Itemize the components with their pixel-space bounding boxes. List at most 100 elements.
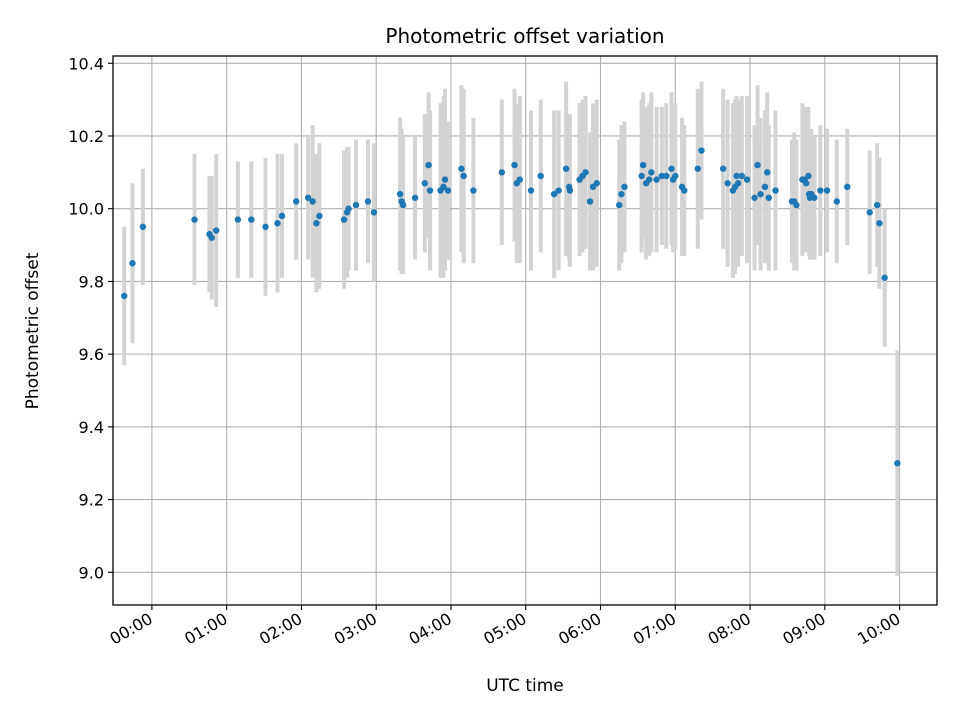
data-point (527, 187, 535, 194)
y-tick-label: 10.0 (68, 200, 104, 219)
data-point (555, 187, 562, 194)
x-axis-label: UTC time (486, 676, 564, 696)
plot-frame (112, 55, 938, 606)
data-point (811, 194, 818, 201)
data-point (694, 165, 701, 172)
data-point (754, 161, 761, 169)
data-point (191, 216, 198, 223)
data-point (370, 209, 378, 216)
data-point (618, 190, 625, 198)
data-point (292, 198, 300, 205)
data-point (458, 165, 465, 172)
data-point (894, 460, 901, 467)
data-point (262, 223, 269, 231)
data-point (470, 187, 477, 194)
data-point (582, 169, 589, 176)
data-point (498, 169, 506, 176)
data-point (304, 194, 312, 201)
data-point (593, 180, 600, 187)
data-point (309, 198, 316, 205)
data-point (234, 216, 242, 223)
chart-title: Photometric offset variation (385, 24, 664, 48)
data-point (516, 176, 523, 183)
data-point (734, 180, 742, 187)
data-point (212, 227, 220, 234)
data-point (802, 180, 810, 187)
data-point (698, 147, 705, 154)
data-point (724, 180, 731, 187)
y-axis-label: Photometric offset (23, 252, 43, 409)
data-point (345, 205, 352, 212)
data-point (645, 176, 653, 183)
data-point (129, 260, 136, 267)
data-point (844, 183, 851, 191)
data-point (672, 172, 679, 180)
data-point (562, 165, 570, 172)
data-point (761, 183, 769, 191)
data-point (668, 165, 675, 172)
data-point (396, 190, 404, 198)
data-point (681, 187, 688, 194)
data-point (653, 176, 660, 183)
data-point (639, 161, 647, 169)
data-point (537, 172, 544, 180)
y-tick-label: 9.0 (79, 563, 104, 582)
y-tick-label: 10.2 (68, 127, 104, 146)
data-point (352, 201, 360, 209)
data-point (638, 172, 645, 180)
data-point (805, 172, 812, 180)
data-point (743, 176, 751, 183)
data-point-layer (121, 147, 901, 467)
y-tick-label: 10.4 (68, 54, 104, 73)
data-point (440, 183, 447, 191)
data-point (873, 201, 881, 209)
data-point (793, 201, 800, 209)
data-point (757, 190, 764, 198)
y-tick-label: 9.6 (79, 345, 104, 364)
y-tick-label: 9.4 (79, 418, 104, 437)
data-point (764, 169, 771, 176)
data-point (648, 169, 655, 176)
data-point (550, 190, 558, 198)
data-point (364, 198, 372, 205)
data-point (460, 172, 467, 180)
data-point (425, 161, 432, 169)
data-point (441, 176, 449, 183)
data-point (881, 274, 888, 281)
data-point (621, 183, 628, 191)
data-point (616, 201, 623, 209)
data-point (313, 220, 320, 227)
data-point (399, 201, 407, 209)
data-point (663, 172, 670, 180)
data-point (719, 165, 727, 172)
data-point (274, 220, 281, 227)
data-point (733, 172, 740, 180)
data-point (511, 161, 518, 169)
data-point (586, 198, 594, 205)
data-point (121, 292, 128, 300)
data-point (772, 187, 779, 194)
data-point (566, 187, 574, 194)
y-tick-label: 9.8 (79, 272, 104, 291)
data-point (316, 212, 323, 220)
data-point (411, 194, 419, 201)
data-point (817, 187, 824, 194)
data-point (139, 223, 147, 231)
data-point (444, 187, 452, 194)
data-point (426, 187, 434, 194)
data-point (208, 234, 215, 241)
data-point (765, 194, 772, 201)
data-point (823, 187, 831, 194)
data-point (738, 172, 746, 180)
data-point (833, 198, 841, 205)
y-tick-label: 9.2 (79, 491, 104, 510)
data-point (658, 172, 666, 180)
data-point (421, 180, 429, 187)
data-point (866, 209, 873, 216)
data-point (876, 220, 883, 227)
data-point (278, 212, 286, 220)
data-point (248, 216, 255, 223)
data-point (751, 194, 758, 201)
